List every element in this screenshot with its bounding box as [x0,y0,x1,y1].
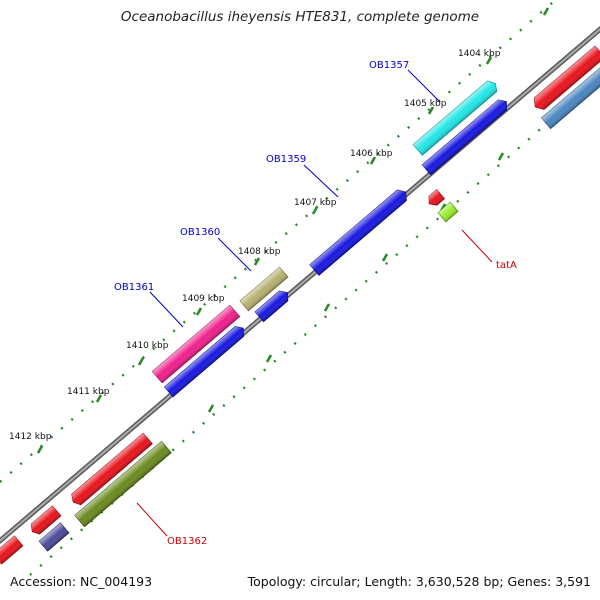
gene-red-small-left[interactable] [28,505,62,537]
gene-blue-small[interactable] [254,288,292,323]
gene-red-edge-left[interactable] [0,535,24,565]
gene-blue-ob1357b[interactable] [421,97,510,176]
gene-blue-ob1361b[interactable] [163,323,248,398]
inner-major-ticks [91,102,563,514]
gene-label-ob1359: OB1359 [266,154,306,165]
tick-label-1406: 1406 kbp [350,149,393,159]
gene-label-tata: tatA [496,260,517,271]
tick-label-1410: 1410 kbp [126,341,169,351]
tick-labels: 1404 kbp 1405 kbp 1406 kbp 1407 kbp 1408… [9,49,501,442]
gene-label-ob1360: OB1360 [180,227,220,238]
gene-khaki-ob1360[interactable] [239,266,289,312]
genome-stats-text: Topology: circular; Length: 3,630,528 bp… [247,574,591,589]
gene-steel-edge[interactable] [540,62,600,130]
tick-label-1411: 1411 kbp [67,387,110,397]
gene-cyan-ob1357[interactable] [412,78,500,156]
gene-magenta-ob1361[interactable] [151,304,241,384]
tick-label-1405: 1405 kbp [404,99,447,109]
map-title: Oceanobacillus iheyensis HTE831, complet… [120,9,480,25]
gene-blue-ob1359[interactable] [309,187,410,276]
gene-label-ob1357: OB1357 [369,60,409,71]
gene-red-ob1362[interactable] [69,432,153,507]
gene-label-ob1361: OB1361 [114,282,154,293]
outer-major-ticks [36,7,550,454]
tick-label-1409: 1409 kbp [182,294,225,304]
gene-slate[interactable] [38,522,70,552]
tick-label-1408: 1408 kbp [238,247,281,257]
tick-label-1412: 1412 kbp [9,432,52,442]
accession-text: Accession: NC_004193 [10,574,153,589]
gene-label-ob1362: OB1362 [167,536,207,547]
outer-tick-ring [0,0,558,483]
gene-red-tata-neighbor[interactable] [425,188,446,209]
gene-red-edge-right[interactable] [530,45,600,113]
label-leaders [136,69,493,537]
gene-olive-ob1362[interactable] [74,440,172,528]
gene-lime-tata[interactable] [437,201,459,223]
tick-label-1404: 1404 kbp [458,49,501,59]
tick-label-1407: 1407 kbp [294,198,337,208]
inner-tick-ring [29,76,600,576]
